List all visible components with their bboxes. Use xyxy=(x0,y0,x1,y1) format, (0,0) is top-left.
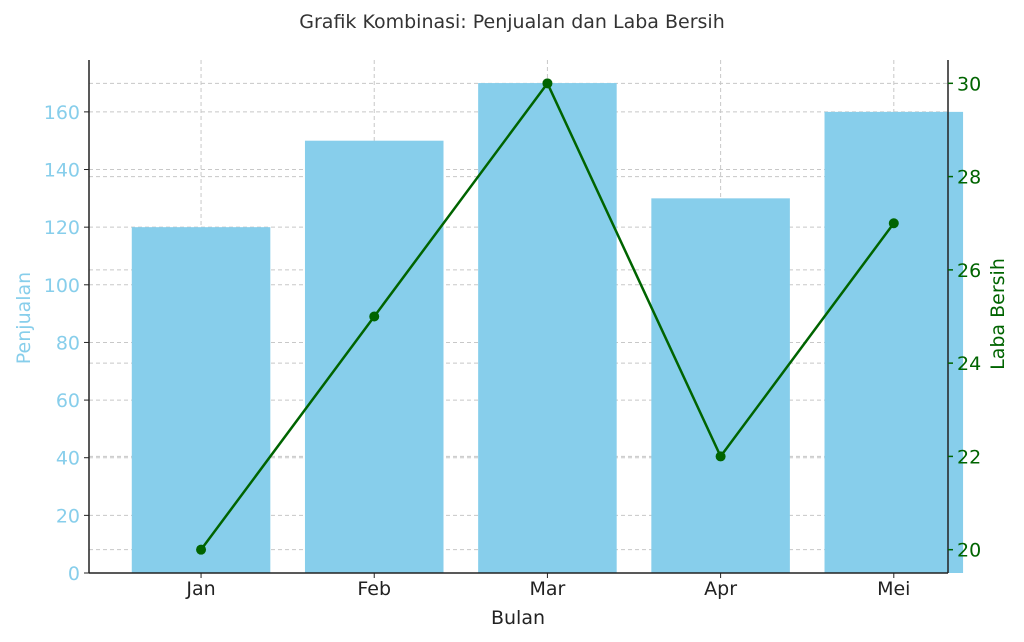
y-right-tick-label-2: 24 xyxy=(957,353,981,375)
x-axis-title: Bulan xyxy=(491,607,545,629)
y-left-tick-label-3: 60 xyxy=(56,390,80,412)
x-tick-label-apr: Apr xyxy=(704,578,737,600)
point-apr xyxy=(715,451,726,462)
y-left-tick-label-1: 20 xyxy=(56,505,80,527)
y-axis-left-title: Penjualan xyxy=(13,272,35,364)
bar-feb xyxy=(304,140,444,573)
x-tick-label-feb: Feb xyxy=(357,578,391,600)
x-tick-label-mei: Mei xyxy=(877,578,910,600)
bar-jan xyxy=(131,227,271,574)
y-left-tick-label-2: 40 xyxy=(56,448,80,470)
y-right-tick-label-4: 28 xyxy=(957,167,981,189)
point-jan xyxy=(196,544,207,555)
bar-mei xyxy=(824,111,964,573)
y-axis-right-title: Laba Bersih xyxy=(987,258,1009,370)
y-right-tick-label-5: 30 xyxy=(957,73,981,95)
y-left-tick-label-4: 80 xyxy=(56,332,80,354)
y-left-tick-label-0: 0 xyxy=(68,563,80,585)
axes: 0 20 40 60 80 100 120 140 160 20 22 24 26 28 30 Jan Feb M… xyxy=(44,60,981,600)
y-left-tick-label-6: 120 xyxy=(44,217,80,239)
bar-mar xyxy=(478,83,617,573)
y-right-tick-label-3: 26 xyxy=(957,260,981,282)
y-right-tick-label-1: 22 xyxy=(957,446,981,468)
y-right-tick-label-0: 20 xyxy=(957,540,981,562)
bars xyxy=(131,83,964,574)
line-series xyxy=(196,78,899,555)
point-mar xyxy=(542,78,553,89)
y-left-tick-label-5: 100 xyxy=(44,275,80,297)
x-tick-label-mar: Mar xyxy=(529,578,565,600)
point-mei xyxy=(888,218,899,229)
bar-apr xyxy=(651,198,790,573)
y-left-tick-label-8: 160 xyxy=(44,102,80,124)
y-left-tick-label-7: 140 xyxy=(44,160,80,182)
x-tick-label-jan: Jan xyxy=(185,578,215,600)
point-feb xyxy=(369,311,380,322)
chart-title: Grafik Kombinasi: Penjualan dan Laba Ber… xyxy=(299,11,724,33)
